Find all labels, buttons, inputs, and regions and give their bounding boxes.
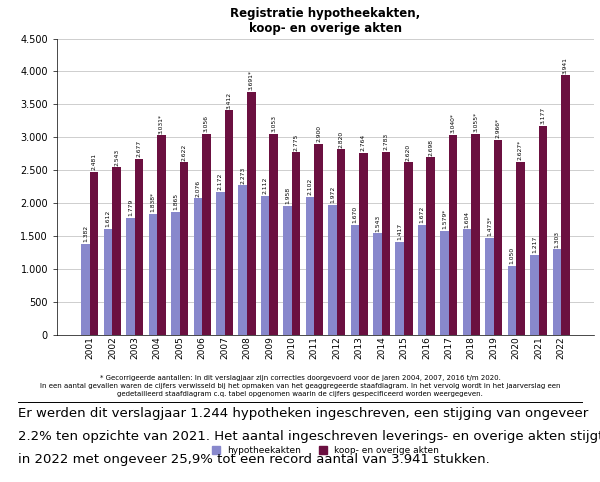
Bar — [539, 126, 547, 335]
Bar — [306, 197, 314, 335]
Text: 2.481: 2.481 — [92, 153, 97, 170]
Text: 1.672: 1.672 — [419, 206, 425, 223]
Text: 2.783: 2.783 — [383, 133, 388, 150]
Bar — [269, 134, 278, 335]
Text: 1.382: 1.382 — [83, 225, 88, 242]
Text: gedetailleerd staafdiagram c.q. tabel opgenomen waarin de cijfers gespecificeerd: gedetailleerd staafdiagram c.q. tabel op… — [117, 391, 483, 397]
Text: 3.177: 3.177 — [541, 107, 545, 124]
Bar — [328, 205, 337, 335]
Bar — [404, 162, 413, 335]
Bar — [449, 135, 457, 335]
Text: 1.958: 1.958 — [285, 187, 290, 204]
Text: 1.612: 1.612 — [106, 210, 110, 227]
Bar — [494, 140, 502, 335]
Text: 1.473*: 1.473* — [487, 216, 492, 236]
Text: 2.627*: 2.627* — [518, 140, 523, 161]
Bar — [359, 153, 368, 335]
Bar — [149, 214, 157, 335]
Text: 2.102: 2.102 — [308, 178, 313, 195]
Text: 3.053: 3.053 — [271, 115, 276, 132]
Text: 1.579*: 1.579* — [442, 209, 447, 229]
Text: 2.764: 2.764 — [361, 134, 366, 151]
Bar — [135, 159, 143, 335]
Text: 1.779: 1.779 — [128, 199, 133, 216]
Bar — [561, 75, 569, 335]
Title: Registratie hypotheekakten,
koop- en overige akten: Registratie hypotheekakten, koop- en ove… — [230, 7, 421, 35]
Bar — [530, 255, 539, 335]
Text: * Gecorrigeerde aantallen: In dit verslagjaar zijn correcties doorgevoerd voor d: * Gecorrigeerde aantallen: In dit versla… — [100, 375, 500, 381]
Bar — [395, 241, 404, 335]
Bar — [112, 167, 121, 335]
Text: 1.865: 1.865 — [173, 193, 178, 211]
Bar — [224, 110, 233, 335]
Text: 1.303: 1.303 — [554, 230, 559, 248]
Bar — [516, 162, 525, 335]
Text: 3.412: 3.412 — [226, 92, 232, 108]
Text: 1.417: 1.417 — [397, 223, 402, 240]
Bar — [373, 233, 382, 335]
Bar — [440, 231, 449, 335]
Text: 3.040*: 3.040* — [451, 113, 455, 133]
Bar — [283, 206, 292, 335]
Bar — [418, 225, 427, 335]
Text: 3.691*: 3.691* — [249, 70, 254, 90]
Text: 1.670: 1.670 — [352, 206, 358, 223]
Text: 2.622: 2.622 — [181, 143, 187, 161]
Bar — [157, 135, 166, 335]
Text: 1.050: 1.050 — [509, 247, 514, 264]
Bar — [463, 229, 472, 335]
Text: Er werden dit verslagjaar 1.244 hypotheken ingeschreven, een stijging van ongeve: Er werden dit verslagjaar 1.244 hypothek… — [18, 407, 588, 420]
Text: 2.698: 2.698 — [428, 139, 433, 156]
Text: 2.273: 2.273 — [240, 166, 245, 184]
Bar — [90, 172, 98, 335]
Bar — [179, 162, 188, 335]
Legend: hypotheekakten, koop- en overige akten: hypotheekakten, koop- en overige akten — [212, 446, 439, 455]
Bar — [104, 229, 112, 335]
Text: 2.543: 2.543 — [114, 149, 119, 166]
Text: 2.775: 2.775 — [293, 133, 299, 150]
Text: 2.820: 2.820 — [338, 131, 343, 147]
Text: 2.900: 2.900 — [316, 125, 321, 142]
Text: 1.543: 1.543 — [375, 214, 380, 232]
Bar — [314, 144, 323, 335]
Bar — [171, 212, 179, 335]
Text: in 2022 met ongeveer 25,9% tot een record aantal van 3.941 stukken.: in 2022 met ongeveer 25,9% tot een recor… — [18, 453, 490, 466]
Bar — [261, 196, 269, 335]
Bar — [508, 266, 516, 335]
Bar — [350, 225, 359, 335]
Text: 2.677: 2.677 — [137, 140, 142, 157]
Text: 3.031*: 3.031* — [159, 114, 164, 134]
Bar — [194, 198, 202, 335]
Bar — [337, 149, 345, 335]
Bar — [427, 157, 435, 335]
Text: 1.972: 1.972 — [330, 186, 335, 203]
Bar — [247, 92, 256, 335]
Bar — [382, 152, 390, 335]
Bar — [202, 134, 211, 335]
Text: 2.112: 2.112 — [263, 177, 268, 194]
Text: 2.620: 2.620 — [406, 144, 411, 161]
Text: 2.2% ten opzichte van 2021. Het aantal ingeschreven leverings- en overige akten : 2.2% ten opzichte van 2021. Het aantal i… — [18, 430, 600, 443]
Text: 2.172: 2.172 — [218, 173, 223, 190]
Bar — [553, 249, 561, 335]
Bar — [292, 152, 301, 335]
Bar — [82, 244, 90, 335]
Text: 1.604: 1.604 — [464, 211, 470, 228]
Text: 1.838*: 1.838* — [151, 192, 155, 212]
Text: 3.056: 3.056 — [204, 115, 209, 132]
Bar — [485, 238, 494, 335]
Text: 3.055*: 3.055* — [473, 112, 478, 132]
Text: 2.966*: 2.966* — [496, 118, 500, 138]
Text: 1.217: 1.217 — [532, 236, 537, 253]
Text: In een aantal gevallen waren de cijfers verwisseld bij het opmaken van het geagg: In een aantal gevallen waren de cijfers … — [40, 383, 560, 389]
Bar — [472, 134, 480, 335]
Text: 2.076: 2.076 — [196, 179, 200, 197]
Bar — [238, 185, 247, 335]
Bar — [126, 218, 135, 335]
Text: 3.941: 3.941 — [563, 57, 568, 74]
Bar — [216, 192, 224, 335]
